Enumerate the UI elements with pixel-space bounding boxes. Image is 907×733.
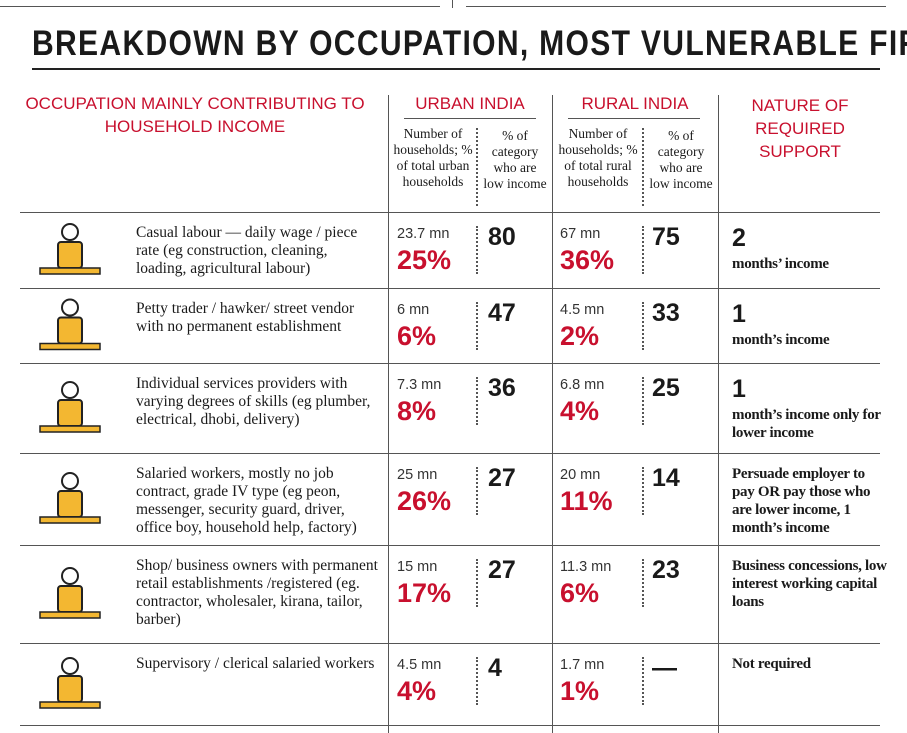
urban-low: 27 [488,556,516,584]
urban-low: 80 [488,223,516,251]
icon [39,472,101,524]
divider [476,128,478,206]
icon [39,381,101,433]
support-value: 2 [732,224,746,252]
rural-low: — [652,654,677,682]
support: months’ income [732,256,829,272]
urban-low: 4 [488,654,502,682]
urban-share: 26% [397,486,452,516]
icon [39,567,101,619]
urban-households: 4.5 mn [397,657,442,673]
divider [642,377,644,425]
urban-share: 25% [397,245,452,275]
rule [568,118,700,119]
row-rule [20,288,880,289]
support: Not required [732,656,811,672]
header-rural: RURAL INDIA [581,94,689,113]
divider [642,226,644,274]
support-value: 1 [732,375,746,403]
divider [476,657,478,705]
header-sub: % of category who are low income [649,128,713,191]
divider [476,377,478,425]
occupation: Petty trader / hawker/ street vendor wit… [136,300,355,335]
urban-share: 8% [397,396,437,426]
rural-share: 1% [560,676,600,706]
row-rule [20,725,880,726]
rural-share: 36% [560,245,615,275]
header-occupation: OCCUPATION MAINLY CONTRIBUTING TO HOUSEH… [25,94,365,136]
urban-low: 27 [488,464,516,492]
header-urban: URBAN INDIA [415,94,525,113]
rural-low: 25 [652,374,680,402]
urban-share: 17% [397,578,452,608]
occupation: Casual labour — daily wage / piece rate … [136,224,358,277]
row-rule [20,212,880,213]
divider [642,128,644,206]
divider [642,302,644,350]
divider [718,95,719,733]
icon [39,298,101,351]
divider [388,95,389,733]
rural-households: 1.7 mn [560,657,605,673]
urban-households: 6 mn [397,302,430,318]
row-rule [20,545,880,546]
rural-low: 23 [652,556,680,584]
header-sub: Number of households; % of total urban h… [393,126,473,189]
divider [642,467,644,515]
rural-low: 75 [652,223,680,251]
header-support: NATURE OF REQUIRED SUPPORT [751,96,849,161]
title: BREAKDOWN BY OCCUPATION, MOST VULNERABLE… [32,24,907,63]
urban-low: 36 [488,374,516,402]
urban-households: 23.7 mn [397,226,450,242]
rural-share: 11% [560,486,613,516]
support: Persuade employer to pay OR pay those wh… [732,466,871,536]
title-rule [32,68,880,70]
divider [476,226,478,274]
rule [404,118,536,119]
urban-low: 47 [488,299,516,327]
divider [642,559,644,607]
urban-share: 4% [397,676,437,706]
divider [476,559,478,607]
header-sub: % of category who are low income [483,128,547,191]
rural-households: 67 mn [560,226,601,242]
rural-share: 6% [560,578,600,608]
support-value: 1 [732,300,746,328]
rule [452,0,453,8]
occupation: Individual services providers with varyi… [136,375,371,428]
support: month’s income [732,332,830,348]
rural-households: 4.5 mn [560,302,605,318]
urban-households: 15 mn [397,559,438,575]
rural-households: 6.8 mn [560,377,605,393]
divider [476,467,478,515]
rule [466,6,886,7]
rural-share: 4% [560,396,600,426]
occupation: Shop/ business owners with permanent ret… [136,557,378,628]
row-rule [20,643,880,644]
icon [39,657,101,709]
support: Business concessions, low interest worki… [732,558,887,610]
row-rule [20,363,880,364]
rural-households: 11.3 mn [560,559,612,575]
support: month’s income only for lower income [732,407,881,441]
occupation: Supervisory / clerical salaried workers [136,655,375,672]
header-sub: Number of households; % of total rural h… [558,126,638,189]
rural-households: 20 mn [560,467,601,483]
urban-households: 25 mn [397,467,438,483]
rural-share: 2% [560,321,600,351]
icon [39,223,101,275]
urban-households: 7.3 mn [397,377,442,393]
rule [0,6,440,7]
divider [642,657,644,705]
divider [552,95,553,733]
divider [476,302,478,350]
rural-low: 14 [652,464,680,492]
urban-share: 6% [397,321,437,351]
row-rule [20,453,880,454]
occupation: Salaried workers, mostly no job contract… [136,465,357,536]
rural-low: 33 [652,299,680,327]
